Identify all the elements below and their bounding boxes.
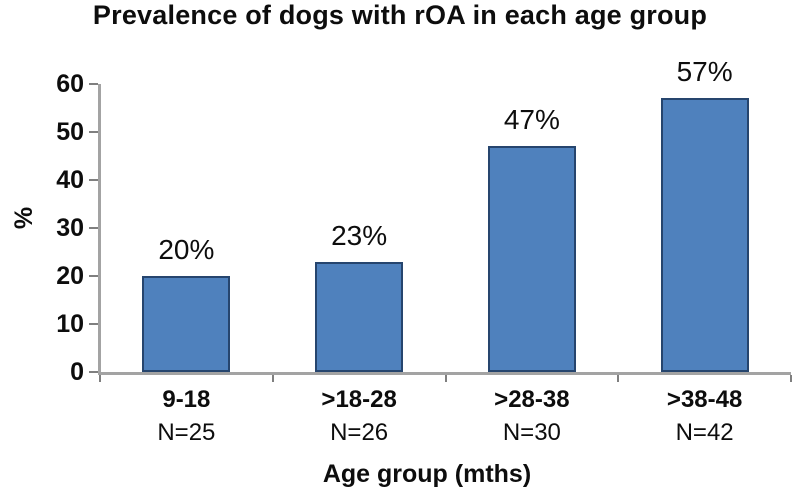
x-axis-line <box>98 372 791 375</box>
x-tick-mark <box>617 375 620 382</box>
x-tick-mark <box>790 375 792 382</box>
n-label: N=30 <box>502 419 561 446</box>
y-tick-mark <box>89 323 98 325</box>
n-label: N=42 <box>675 419 734 446</box>
y-tick-mark <box>89 227 98 229</box>
bar-value-label: 57% <box>676 56 733 88</box>
chart-title: Prevalence of dogs with rOA in each age … <box>92 0 708 30</box>
bar-value-label: 23% <box>331 219 388 251</box>
x-axis-title: Age group (mths) <box>322 460 532 488</box>
y-tick-mark <box>89 131 98 133</box>
n-label: N=25 <box>157 419 216 446</box>
x-tick-label: >18-28 <box>321 386 397 413</box>
y-tick-label: 40 <box>56 166 84 194</box>
y-tick-mark <box>89 83 98 85</box>
n-label: N=26 <box>330 419 389 446</box>
x-tick-mark <box>99 375 101 382</box>
bar-value-label: 20% <box>158 234 215 265</box>
x-tick-label: >38-48 <box>666 386 743 413</box>
y-tick-label: 60 <box>56 70 84 98</box>
y-tick-mark <box>89 371 98 373</box>
x-tick-mark <box>271 375 274 382</box>
x-tick-label: 9-18 <box>162 386 211 413</box>
y-tick-mark <box>89 179 98 181</box>
y-axis-line <box>98 84 101 372</box>
bar <box>660 98 749 372</box>
y-tick-label: 20 <box>56 262 84 290</box>
bar-value-label: 47% <box>503 104 560 136</box>
y-tick-label: 50 <box>56 118 84 146</box>
bar <box>142 276 231 372</box>
x-tick-label: >28-38 <box>494 386 570 413</box>
y-tick-mark <box>89 275 98 277</box>
y-tick-label: 0 <box>70 358 84 386</box>
bar <box>315 261 404 372</box>
x-tick-mark <box>444 375 447 382</box>
bar <box>487 146 576 372</box>
y-tick-label: 10 <box>56 310 84 338</box>
y-tick-label: 30 <box>56 214 84 242</box>
